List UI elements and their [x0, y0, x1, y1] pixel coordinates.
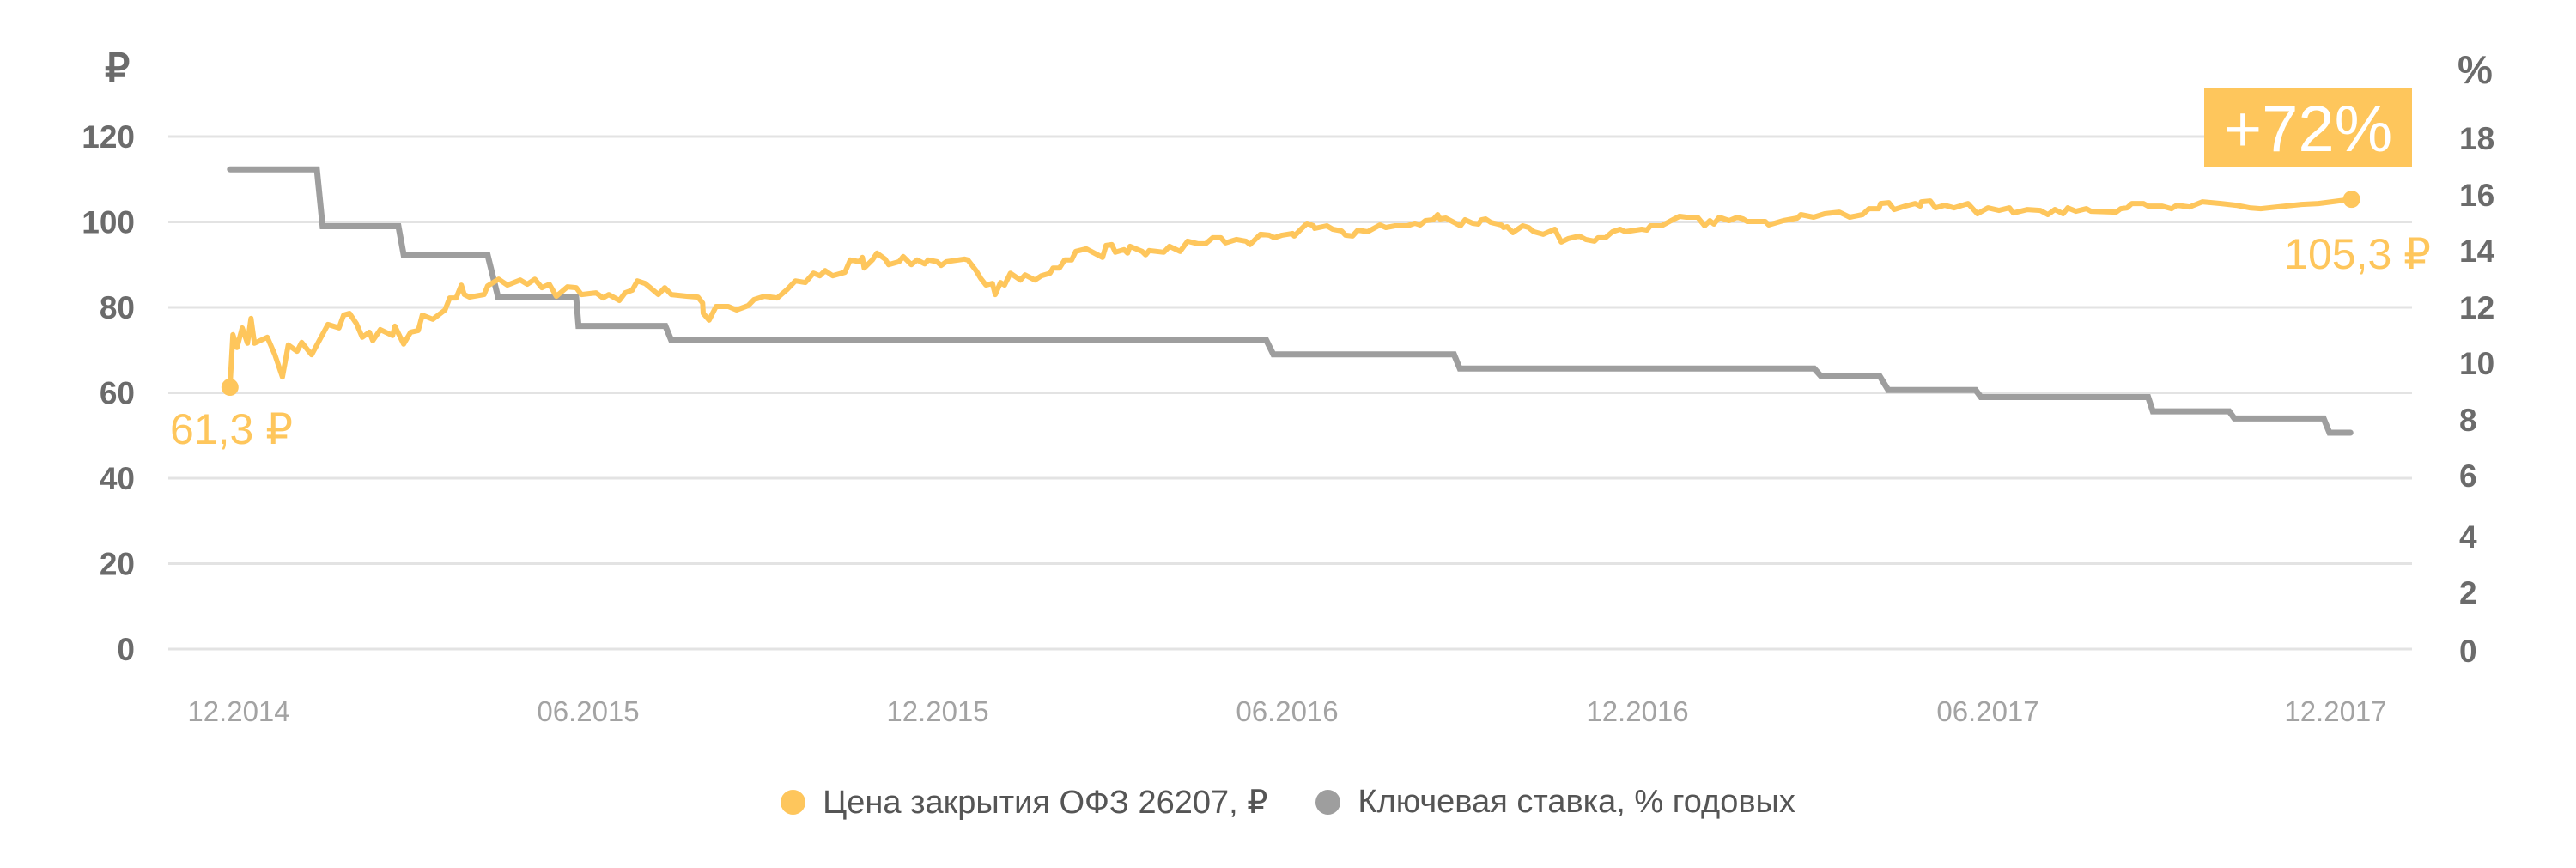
- right-tick-label: 18: [2459, 121, 2494, 156]
- x-tick-label: 12.2016: [1586, 695, 1688, 727]
- right-tick-label: 10: [2459, 346, 2494, 381]
- x-tick-label: 12.2015: [886, 695, 988, 727]
- end-value-label: 105,3 ₽: [2284, 230, 2431, 278]
- gridlines: [168, 135, 2412, 651]
- legend-item-key-rate[interactable]: Ключевая ставка, % годовых: [1315, 784, 1795, 821]
- start-value-label: 61,3 ₽: [170, 405, 293, 453]
- growth-badge-background: [2204, 88, 2412, 167]
- right-tick-label: 6: [2459, 458, 2477, 494]
- legend-label: Ключевая ставка, % годовых: [1358, 783, 1795, 820]
- right-tick-label: 2: [2459, 575, 2477, 610]
- growth-badge-text: +72%: [2224, 93, 2393, 166]
- left-tick-label: 80: [100, 290, 135, 325]
- x-tick-label: 06.2016: [1236, 695, 1338, 727]
- left-axis: 120 100 80 60 40 20 0: [82, 119, 135, 667]
- legend-item-bond-price[interactable]: Цена закрытия ОФЗ 26207, ₽: [781, 783, 1267, 822]
- right-tick-label: 8: [2459, 403, 2477, 438]
- legend: Цена закрытия ОФЗ 26207, ₽ Ключевая став…: [0, 778, 2576, 826]
- x-tick-label: 06.2017: [1936, 695, 2038, 727]
- end-point-marker: [2342, 191, 2360, 209]
- left-tick-label: 40: [100, 461, 135, 496]
- right-tick-label: 4: [2459, 519, 2477, 555]
- right-axis-unit: %: [2458, 47, 2493, 92]
- start-point-marker: [221, 379, 239, 397]
- right-axis: 18 16 14 12 10 8 6 4 2 0: [2459, 121, 2495, 669]
- x-tick-label: 06.2015: [537, 695, 639, 727]
- left-tick-label: 20: [100, 547, 135, 582]
- right-tick-label: 14: [2459, 234, 2495, 269]
- bond-price-legend-dot-icon: [781, 789, 806, 815]
- left-tick-label: 100: [82, 205, 135, 240]
- left-tick-label: 120: [82, 119, 135, 155]
- key-rate-legend-dot-icon: [1315, 789, 1341, 815]
- legend-label: Цена закрытия ОФЗ 26207, ₽: [823, 784, 1268, 821]
- right-tick-label: 0: [2459, 634, 2477, 669]
- bond-price-line: [227, 197, 2354, 390]
- key-rate-line: [227, 166, 2354, 436]
- x-tick-label: 12.2017: [2284, 695, 2386, 727]
- x-tick-label: 12.2014: [187, 695, 289, 727]
- left-tick-label: 0: [117, 632, 135, 667]
- right-tick-label: 12: [2459, 290, 2494, 325]
- left-tick-label: 60: [100, 376, 135, 411]
- growth-badge: +72%: [2204, 88, 2412, 167]
- right-tick-label: 16: [2459, 178, 2494, 213]
- x-axis: 12.2014 06.2015 12.2015 06.2016 12.2016 …: [187, 695, 2386, 727]
- left-axis-unit: ₽: [105, 46, 130, 90]
